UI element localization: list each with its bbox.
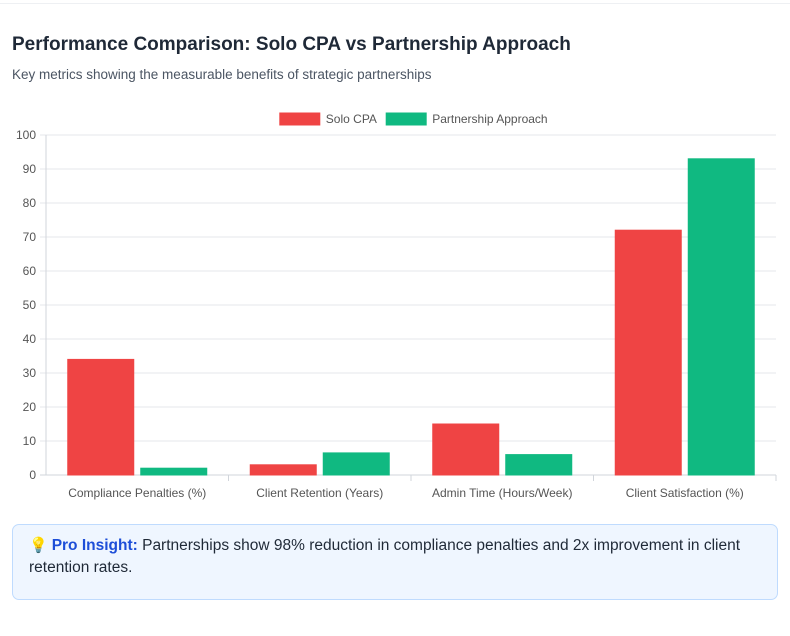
insight-box: 💡 Pro Insight: Partnerships show 98% redu…	[12, 524, 778, 600]
bar-solo-cpa-0	[67, 358, 135, 476]
legend-label-1: Partnership Approach	[432, 112, 547, 126]
bar-partnership-0	[140, 467, 208, 476]
bar-solo-cpa-1	[249, 464, 317, 476]
insight-label: Pro Insight:	[51, 537, 138, 554]
y-tick-label: 10	[23, 434, 37, 448]
legend-label-0: Solo CPA	[326, 112, 377, 126]
bar-partnership-2	[505, 454, 573, 476]
y-tick-label: 0	[29, 468, 36, 482]
y-tick-label: 50	[23, 298, 37, 312]
page-subtitle: Key metrics showing the measurable benef…	[12, 67, 432, 82]
y-tick-label: 30	[23, 366, 37, 380]
legend-swatch-0	[279, 112, 321, 126]
y-tick-label: 100	[16, 128, 36, 142]
x-tick-label: Client Satisfaction (%)	[626, 486, 744, 500]
insight-text: Partnerships show 98% reduction in compl…	[29, 537, 741, 576]
legend-swatch-1	[385, 112, 427, 126]
lightbulb-icon: 💡	[29, 537, 48, 554]
page-title: Performance Comparison: Solo CPA vs Part…	[12, 34, 571, 55]
x-tick-label: Client Retention (Years)	[256, 486, 383, 500]
y-tick-label: 90	[23, 162, 37, 176]
bar-chart: 0 10 20 30 40 50 60 70 80 90 100 Compliance Penalti…	[16, 112, 777, 500]
bar-solo-cpa-2	[432, 423, 500, 476]
x-tick-label: Compliance Penalties (%)	[68, 486, 206, 500]
bar-solo-cpa-3	[614, 229, 682, 476]
bar-partnership-1	[322, 452, 390, 476]
y-tick-label: 60	[23, 264, 37, 278]
x-tick-label: Admin Time (Hours/Week)	[432, 486, 572, 500]
y-tick-label: 80	[23, 196, 37, 210]
y-tick-label: 70	[23, 230, 37, 244]
bar-partnership-3	[687, 158, 755, 476]
top-divider	[0, 3, 790, 4]
y-tick-label: 20	[23, 400, 37, 414]
y-tick-label: 40	[23, 332, 37, 346]
